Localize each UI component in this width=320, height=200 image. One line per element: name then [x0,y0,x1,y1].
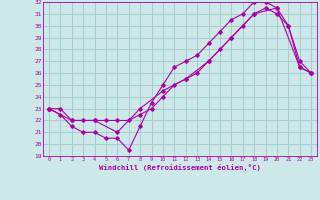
X-axis label: Windchill (Refroidissement éolien,°C): Windchill (Refroidissement éolien,°C) [99,164,261,171]
